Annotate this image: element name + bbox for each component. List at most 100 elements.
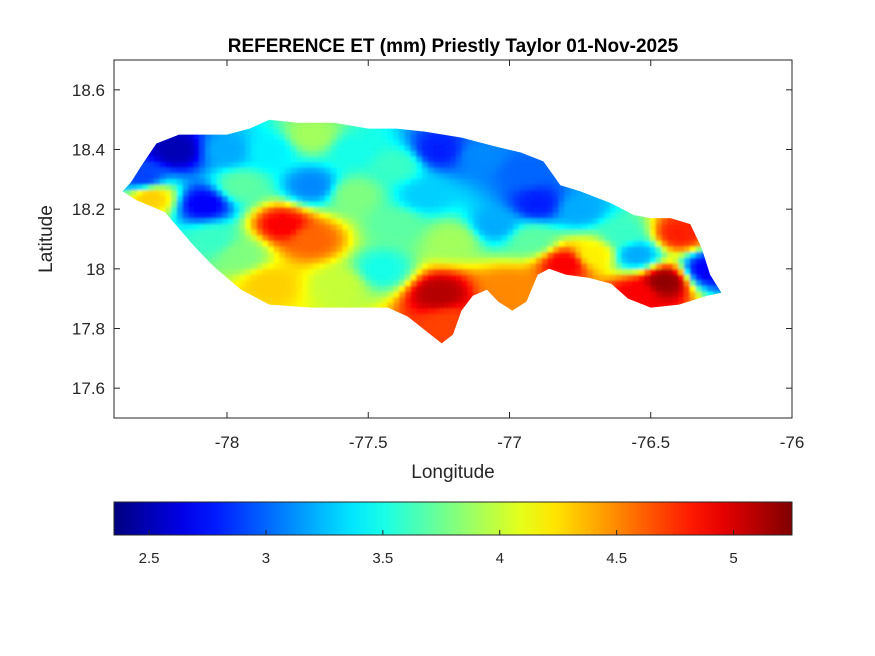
et-grid-cell — [262, 144, 269, 151]
et-grid-cell — [501, 189, 509, 196]
et-grid-cell — [313, 262, 321, 270]
et-grid-cell — [273, 200, 281, 208]
et-grid-cell — [439, 206, 446, 213]
et-grid-cell — [159, 144, 167, 151]
et-grid-cell — [376, 178, 383, 185]
et-grid-cell — [564, 212, 571, 219]
et-grid-cell — [199, 212, 207, 219]
et-grid-cell — [450, 144, 457, 151]
et-grid-cell — [541, 189, 549, 196]
et-grid-cell — [159, 155, 167, 163]
et-grid-cell — [535, 195, 543, 202]
et-grid-cell — [193, 183, 201, 191]
et-grid-cell — [638, 279, 646, 286]
et-grid-cell — [501, 200, 509, 208]
et-grid-cell — [581, 200, 589, 208]
et-grid-cell — [302, 127, 309, 135]
et-grid-cell — [279, 302, 286, 309]
et-grid-cell — [290, 200, 298, 208]
et-grid-cell — [672, 228, 680, 236]
et-grid-cell — [615, 240, 623, 247]
et-grid-cell — [439, 223, 446, 230]
et-grid-cell — [444, 144, 452, 151]
et-grid-cell — [267, 161, 275, 168]
et-grid-cell — [518, 223, 526, 230]
et-grid-cell — [461, 217, 469, 225]
et-grid-cell — [484, 150, 492, 157]
et-grid-cell — [467, 240, 475, 247]
et-grid-cell — [273, 251, 281, 258]
et-grid-cell — [393, 183, 400, 191]
et-grid-cell — [433, 262, 440, 270]
et-grid-cell — [330, 133, 338, 140]
et-grid-cell — [382, 161, 389, 168]
et-grid-cell — [467, 273, 475, 281]
et-grid-cell — [496, 195, 503, 202]
et-grid-cell — [153, 155, 161, 163]
et-grid-cell — [667, 285, 674, 292]
et-grid-cell — [439, 155, 446, 163]
et-grid-cell — [610, 228, 617, 236]
et-grid-cell — [433, 257, 440, 264]
et-grid-cell — [501, 279, 509, 286]
et-grid-cell — [689, 296, 697, 303]
et-grid-cell — [404, 268, 412, 275]
et-grid-cell — [387, 257, 395, 264]
et-grid-cell — [250, 133, 258, 140]
et-grid-cell — [450, 150, 457, 157]
et-grid-cell — [188, 138, 195, 146]
et-grid-cell — [530, 212, 537, 219]
et-grid-cell — [513, 228, 520, 236]
et-grid-cell — [290, 240, 298, 247]
et-grid-cell — [370, 195, 378, 202]
et-grid-cell — [416, 273, 423, 281]
et-grid-cell — [701, 290, 708, 298]
et-grid-cell — [267, 212, 275, 219]
et-grid-cell — [302, 161, 309, 168]
et-grid-cell — [581, 206, 589, 213]
et-grid-cell — [364, 212, 372, 219]
et-grid-cell — [325, 251, 332, 258]
et-grid-cell — [518, 183, 526, 191]
et-grid-cell — [644, 296, 651, 303]
et-grid-cell — [342, 217, 349, 225]
et-grid-cell — [319, 178, 326, 185]
et-grid-cell — [387, 262, 395, 270]
et-grid-cell — [667, 279, 674, 286]
et-grid-cell — [592, 234, 600, 241]
et-grid-cell — [359, 172, 366, 180]
et-grid-cell — [376, 251, 383, 258]
et-grid-cell — [359, 257, 366, 264]
et-grid-cell — [507, 200, 514, 208]
et-grid-cell — [587, 273, 594, 281]
et-grid-cell — [644, 268, 651, 275]
et-grid-cell — [433, 195, 440, 202]
et-grid-cell — [325, 212, 332, 219]
et-grid-cell — [399, 150, 406, 157]
et-grid-cell — [273, 189, 281, 196]
et-grid-cell — [473, 257, 480, 264]
et-grid-cell — [267, 217, 275, 225]
et-grid-cell — [444, 279, 452, 286]
et-grid-cell — [484, 268, 492, 275]
et-grid-cell — [615, 206, 623, 213]
et-grid-cell — [433, 234, 440, 241]
et-grid-cell — [250, 144, 258, 151]
et-grid-cell — [290, 206, 298, 213]
et-grid-cell — [250, 200, 258, 208]
et-grid-cell — [193, 161, 201, 168]
et-grid-cell — [461, 178, 469, 185]
et-grid-cell — [667, 302, 674, 309]
et-grid-cell — [513, 290, 520, 298]
et-grid-cell — [330, 178, 338, 185]
et-grid-cell — [228, 217, 235, 225]
et-grid-cell — [467, 200, 475, 208]
et-grid-cell — [233, 166, 241, 174]
et-grid-cell — [461, 240, 469, 247]
map-axes-frame — [113, 59, 793, 419]
et-grid-cell — [370, 251, 378, 258]
et-grid-cell — [245, 172, 252, 180]
et-grid-cell — [427, 330, 435, 337]
et-grid-cell — [193, 206, 201, 213]
et-grid-cell — [490, 268, 497, 275]
